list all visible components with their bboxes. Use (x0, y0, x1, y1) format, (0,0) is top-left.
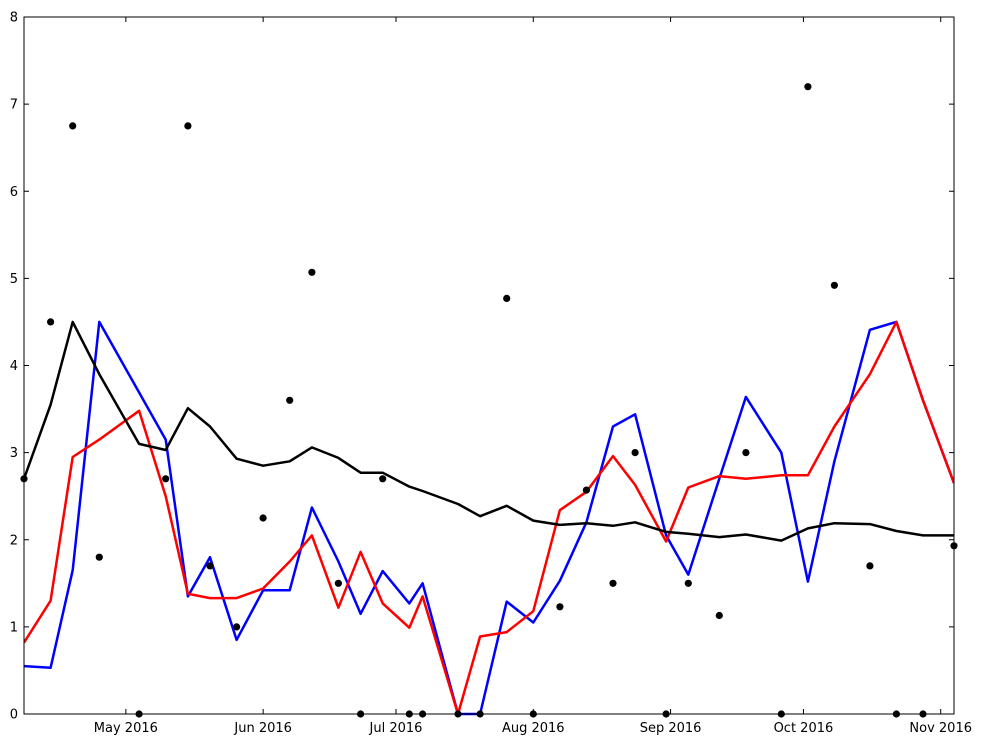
series-line-3 (24, 320, 954, 542)
x-tick-label-1: May 2016 (94, 721, 158, 736)
axes: 0 1 2 3 4 5 6 7 8 May 2016 Jun 2016 Jul 2016 Aug 201… (10, 11, 972, 737)
scatter-point-32 (830, 281, 839, 289)
scatter-point-12 (308, 268, 316, 276)
x-tick-label-5: Sep 2016 (640, 721, 702, 736)
scatter-point-10 (259, 514, 267, 522)
y-tick-label-1: 1 (10, 620, 18, 635)
scatter-point-24 (609, 579, 617, 587)
x-tick-label-6: Oct 2016 (774, 721, 834, 736)
scatter-point-8 (206, 562, 214, 570)
y-tick-label-3: 3 (10, 446, 18, 461)
y-tick-label-4: 4 (10, 359, 18, 374)
scatter-point-33 (866, 562, 874, 570)
scatter-point-7 (184, 122, 192, 130)
scatter-point-27 (684, 579, 692, 587)
scatter-point-29 (742, 449, 750, 457)
y-tick-label-6: 6 (10, 185, 18, 200)
series-line-2 (24, 320, 954, 716)
scatter-point-25 (631, 449, 639, 457)
scatter-point-13 (334, 579, 342, 587)
y-tick-label-2: 2 (10, 533, 18, 548)
scatter-point-22 (556, 603, 564, 611)
y-tick-label-0: 0 (10, 708, 18, 723)
scatter-point-11 (286, 396, 294, 404)
scatter-point-20 (503, 294, 511, 302)
x-tick-label-2: Jun 2016 (233, 721, 292, 736)
y-tick-label-8: 8 (10, 11, 18, 26)
scatter-point-4 (95, 553, 103, 561)
x-tick-label-4: Aug 2016 (502, 721, 565, 736)
scatter-point-2 (47, 318, 55, 326)
scatter-point-28 (715, 611, 723, 620)
scatter-point-3 (69, 122, 77, 130)
x-tick-label-7: Nov 2016 (909, 721, 972, 736)
scatter-point-23 (582, 486, 591, 494)
y-tick-label-7: 7 (10, 98, 18, 113)
scatter-point-9 (233, 623, 241, 631)
scatter-point-31 (804, 83, 812, 91)
y-tick-label-5: 5 (10, 272, 18, 287)
scatter-point-15 (379, 475, 387, 483)
x-tick-label-3: Jul 2016 (369, 721, 423, 736)
scatter-point-6 (162, 475, 170, 483)
